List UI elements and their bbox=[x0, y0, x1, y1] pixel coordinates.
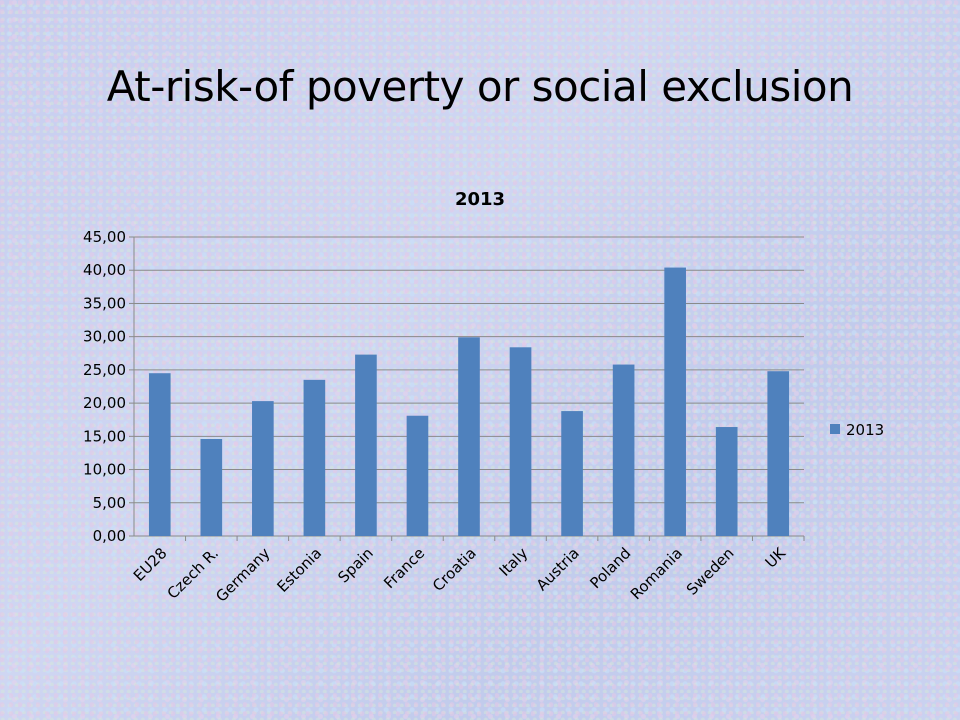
x-tick-label: Sweden bbox=[683, 544, 738, 599]
bar-czech-r bbox=[200, 438, 223, 536]
y-tick-label: 35,00 bbox=[83, 294, 126, 312]
bars bbox=[148, 267, 790, 536]
y-tick-label: 0,00 bbox=[93, 527, 126, 545]
legend: 2013 bbox=[830, 421, 884, 439]
y-axis-ticks: 0,00 5,00 10,00 15,00 20,00 25,00 30,00 35,00 40… bbox=[83, 228, 126, 545]
bar-spain bbox=[355, 354, 377, 536]
bar-poland bbox=[612, 364, 635, 536]
bar-croatia bbox=[458, 337, 480, 536]
y-tick-label: 30,00 bbox=[83, 328, 126, 346]
x-tick-label: Romania bbox=[627, 544, 686, 603]
bar-estonia bbox=[303, 379, 326, 536]
x-tick-label: Italy bbox=[496, 544, 532, 580]
y-tick-label: 45,00 bbox=[83, 228, 126, 246]
bar-germany bbox=[252, 401, 274, 536]
bar-eu28 bbox=[148, 373, 171, 536]
slide-title: At-risk-of poverty or social exclusion bbox=[106, 62, 854, 111]
legend-swatch bbox=[830, 424, 840, 434]
x-tick-label: Poland bbox=[586, 544, 634, 592]
x-tick-label: France bbox=[380, 544, 428, 592]
x-tick-label: EU28 bbox=[130, 544, 171, 585]
x-tick-label: UK bbox=[762, 543, 790, 571]
chart-title: 2013 bbox=[455, 189, 505, 210]
y-tick-label: 5,00 bbox=[93, 494, 126, 512]
bar-austria bbox=[561, 411, 583, 536]
x-tick-label: Germany bbox=[212, 544, 274, 606]
bar-italy bbox=[509, 347, 532, 536]
legend-label: 2013 bbox=[846, 421, 884, 439]
x-tick-label: Croatia bbox=[429, 544, 480, 595]
bar-uk bbox=[767, 371, 790, 536]
x-tick-label: Austria bbox=[533, 544, 583, 594]
y-tick-label: 15,00 bbox=[83, 427, 126, 445]
bar-france bbox=[406, 415, 429, 536]
y-tick-label: 40,00 bbox=[83, 261, 126, 279]
x-tick-label: Spain bbox=[334, 544, 376, 586]
y-tick-label: 20,00 bbox=[83, 394, 126, 412]
bar-sweden bbox=[715, 427, 738, 536]
x-tick-label: Estonia bbox=[273, 544, 325, 596]
y-tick-label: 10,00 bbox=[83, 461, 126, 479]
y-tick-label: 25,00 bbox=[83, 361, 126, 379]
bar-romania bbox=[664, 267, 686, 536]
